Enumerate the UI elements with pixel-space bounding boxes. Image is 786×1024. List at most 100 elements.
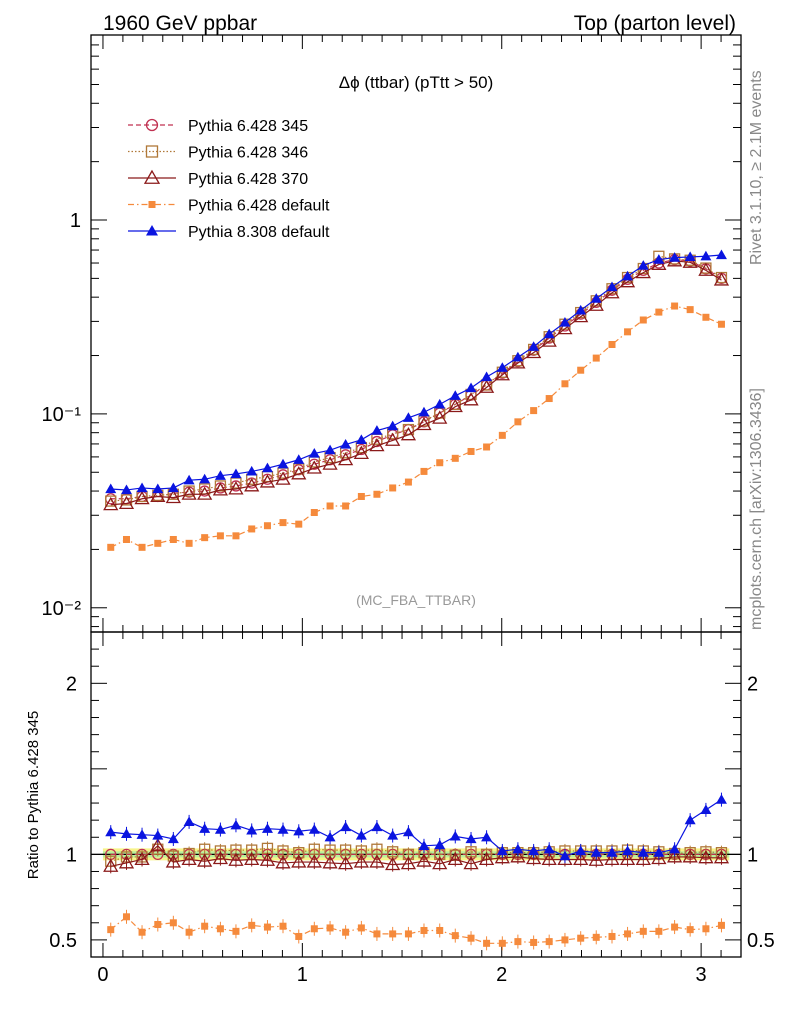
data-point-marker	[698, 849, 714, 864]
data-point-marker	[143, 169, 161, 184]
data-point-marker	[400, 855, 417, 870]
data-point-marker	[373, 930, 381, 938]
data-point-marker	[541, 851, 557, 866]
ratio-frame	[90, 631, 742, 958]
data-point-marker	[293, 825, 305, 836]
data-point-marker	[671, 923, 679, 931]
data-point-marker	[389, 484, 397, 492]
data-point-marker	[467, 447, 475, 455]
data-point-marker	[416, 853, 432, 867]
main-series-line	[110, 254, 722, 491]
data-point-marker	[308, 824, 320, 834]
data-point-marker	[624, 328, 632, 336]
data-point-marker	[526, 344, 542, 359]
data-point-marker	[369, 437, 385, 452]
data-point-marker	[465, 833, 477, 844]
data-point-marker	[308, 843, 320, 855]
ratio-y-tick-label-right: 1	[747, 844, 758, 866]
data-point-marker	[308, 447, 320, 458]
data-point-marker	[122, 913, 130, 921]
data-point-marker	[181, 486, 197, 500]
data-point-marker	[639, 927, 647, 935]
data-point-marker	[451, 932, 459, 940]
data-point-marker	[138, 928, 146, 936]
data-point-marker	[402, 826, 414, 837]
data-point-marker	[279, 519, 287, 527]
ratio-series-line	[110, 799, 722, 857]
data-point-marker	[214, 824, 226, 834]
data-point-marker	[291, 466, 307, 480]
data-point-marker	[590, 293, 602, 303]
ratio-series-line	[110, 847, 722, 862]
data-point-marker	[684, 814, 696, 825]
data-point-marker	[353, 854, 369, 868]
ratio-y-tick-label-right: 2	[747, 673, 758, 695]
data-point-marker	[653, 847, 665, 857]
data-point-marker	[244, 851, 260, 866]
data-point-marker	[342, 928, 350, 936]
data-point-marker	[434, 839, 446, 850]
data-point-marker	[214, 480, 227, 492]
data-point-marker	[655, 927, 663, 935]
main-series-3	[107, 302, 725, 551]
data-point-marker	[604, 851, 620, 866]
data-point-marker	[432, 410, 448, 424]
data-point-marker	[167, 482, 179, 493]
data-point-marker	[295, 932, 303, 940]
data-point-marker	[183, 816, 195, 826]
data-point-marker	[212, 482, 229, 496]
data-point-marker	[420, 926, 428, 934]
data-point-marker	[686, 306, 694, 314]
data-point-marker	[167, 833, 179, 844]
legend-item: Pythia 6.428 346	[128, 145, 308, 162]
data-point-marker	[575, 845, 587, 856]
data-point-marker	[150, 488, 166, 503]
data-point-marker	[573, 851, 589, 866]
y-tick-label: 1	[70, 210, 81, 232]
data-point-marker	[263, 522, 271, 530]
data-point-marker	[655, 308, 663, 316]
data-point-marker	[105, 495, 117, 507]
main-series-0	[105, 253, 728, 505]
data-point-marker	[606, 847, 618, 857]
data-point-marker	[145, 118, 159, 132]
data-point-marker	[496, 845, 508, 856]
x-tick-label: 2	[496, 964, 507, 986]
data-point-marker	[510, 849, 526, 863]
data-point-marker	[481, 371, 493, 382]
data-point-marker	[404, 930, 412, 938]
data-point-marker	[619, 274, 636, 288]
data-point-marker	[152, 483, 164, 494]
data-point-marker	[154, 539, 162, 547]
data-point-marker	[545, 938, 553, 946]
data-point-marker	[717, 320, 725, 328]
data-point-marker	[152, 830, 164, 840]
data-point-marker	[702, 313, 710, 321]
legend: Pythia 6.428 345 Pythia 6.428 346 Pythia 6…	[128, 118, 330, 241]
ratio-series-2	[103, 838, 730, 874]
data-point-marker	[541, 333, 557, 347]
data-point-marker	[246, 465, 258, 476]
data-point-marker	[293, 454, 305, 464]
data-point-marker	[148, 201, 156, 208]
data-point-marker	[713, 849, 730, 864]
data-point-marker	[512, 351, 524, 362]
data-point-marker	[559, 317, 571, 327]
data-point-marker	[261, 462, 273, 473]
data-point-marker	[588, 297, 604, 311]
data-point-marker	[214, 470, 226, 480]
data-point-marker	[146, 225, 158, 236]
data-point-marker	[201, 922, 209, 930]
data-point-marker	[715, 249, 727, 260]
data-point-marker	[498, 939, 506, 947]
x-tick-label: 3	[696, 964, 707, 986]
data-point-marker	[545, 395, 553, 403]
data-point-marker	[622, 845, 634, 856]
main-series-line	[110, 258, 722, 500]
data-point-marker	[259, 852, 276, 866]
data-point-marker	[528, 845, 540, 856]
data-point-marker	[622, 270, 634, 281]
data-point-marker	[559, 850, 571, 861]
data-point-marker	[353, 445, 369, 459]
data-point-marker	[666, 849, 683, 863]
